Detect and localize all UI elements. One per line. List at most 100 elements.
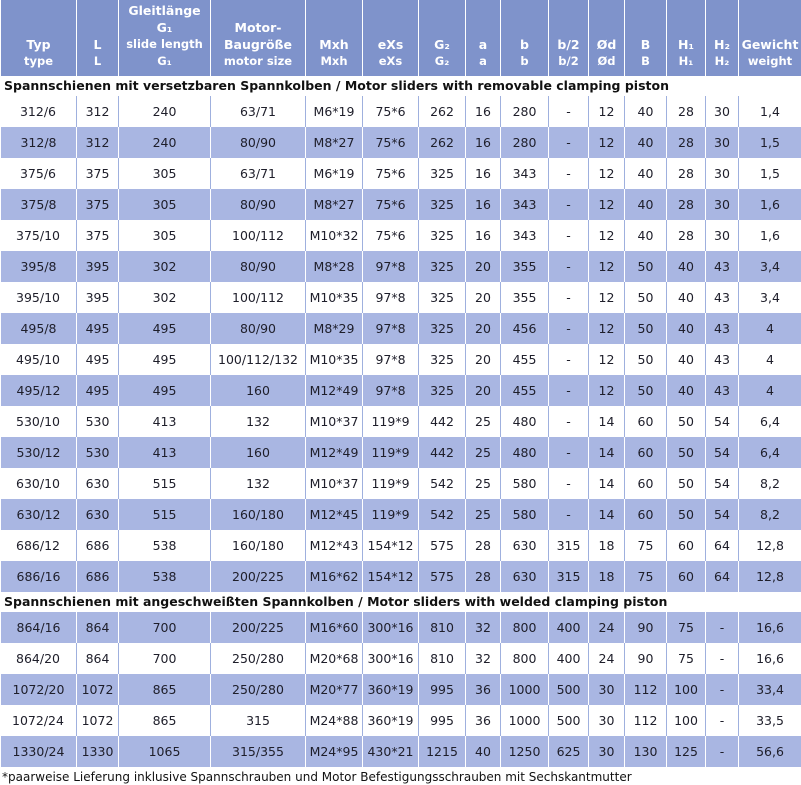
table-cell: 50 [624,375,666,406]
table-row: 530/12 530 413 160 M12*49 119*9 442 25 480-14 60 5… [0,437,801,468]
table-cell: 12 [588,375,624,406]
table-cell: 75 [666,643,705,674]
table-cell: 18 [588,530,624,561]
table-cell: 60 [624,437,666,468]
table-cell: 325 [418,344,465,375]
table-cell: 60 [624,499,666,530]
table-cell: 500 [548,674,588,705]
table-cell: 995 [418,705,465,736]
table-cell: 54 [705,499,738,530]
table-cell: 413 [118,406,210,437]
table-cell: 395 [76,251,118,282]
table-cell: 80/90 [210,127,305,158]
table-cell: 250/280 [210,643,305,674]
table-cell: 312/8 [0,127,76,158]
table-row: 1072/24 1072 865 315 M24*88 360*19 995 36 1000 50… [0,705,801,736]
table-cell: 375/8 [0,189,76,220]
table-cell: 160 [210,375,305,406]
header-cell: Mxh Mxh [305,0,362,76]
table-row: 864/20 864 700 250/280 M20*68 300*16 810 32 800 4… [0,643,801,674]
table-cell: 75*6 [362,189,418,220]
table-cell: 1330 [76,736,118,767]
table-cell: 302 [118,282,210,313]
table-cell: 413 [118,437,210,468]
header-label: b [520,37,529,52]
table-cell: 97*8 [362,282,418,313]
table-cell: 312/6 [19,104,57,119]
table-cell: 40 [624,189,666,220]
table-cell: 442 [418,406,465,437]
table-cell: 75 [624,561,666,592]
table-row: 630/10 630 515 132 M10*37 119*9 542 25 580-14 60 5… [0,468,801,499]
table-cell: 700 [118,612,210,643]
table-cell: 75*6 [362,158,418,189]
table-cell: 455 [500,344,548,375]
table-cell: 12,8 [738,561,801,592]
table-cell: 63/71 [210,158,305,189]
table-cell: 160/180 [210,499,305,530]
header-label-en: b/2 [558,54,579,68]
table-cell: 400 [548,612,588,643]
table-cell: 456 [500,313,548,344]
table-header: Typ type L L Gleitlänge G₁ slide length G₁ Mot… [0,0,801,76]
table-cell: 30 [588,674,624,705]
table-cell: 43 [705,251,738,282]
table-cell: 28 [465,530,500,561]
table-row: 312/8 312 240 80/90 M8*27 75*6 262 16 280-12 40 28… [0,127,801,158]
table-cell: 1000 [500,705,548,736]
header-cell: H₁ H₁ [666,0,705,76]
table-cell: 4 [738,375,801,406]
table-cell: 1,6 [738,189,801,220]
header-label-en: Ød [597,54,616,68]
table-cell: M10*37 [305,468,362,499]
header-label-en: L [93,54,102,68]
header-label: a [478,37,488,52]
table-cell: 312 [76,96,118,127]
table-cell: 24 [588,612,624,643]
table-cell: 24 [588,643,624,674]
table-cell: M20*68 [305,643,362,674]
table-cell: 32 [465,643,500,674]
table-cell: 60 [666,561,705,592]
table-cell: 325 [418,375,465,406]
table-cell: 864 [76,643,118,674]
header-cell: Gleitlänge G₁ slide length G₁ [118,0,210,76]
table-cell: - [548,375,588,406]
table-cell: 30 [705,189,738,220]
table-cell: 50 [666,499,705,530]
table-cell: 14 [588,406,624,437]
table-cell: 119*9 [362,406,418,437]
table-cell: 442 [418,437,465,468]
table-cell: 3,4 [738,282,801,313]
table-cell: M12*49 [305,437,362,468]
table-cell: 64 [705,561,738,592]
header-label-en: G₂ [434,54,450,68]
table-cell: 12 [588,158,624,189]
table-cell: - [548,220,588,251]
table-cell: M6*19 [305,158,362,189]
table-cell: 63/71 [210,96,305,127]
table-cell: 575 [418,561,465,592]
table-cell: 40 [624,158,666,189]
table-cell: 250/280 [210,674,305,705]
header-cell: Typ type [0,0,76,76]
table-cell: 495 [76,313,118,344]
table-cell: 864 [76,612,118,643]
table-cell: 343 [500,189,548,220]
table-cell: 542 [418,468,465,499]
table-cell: 1072/24 [12,713,64,728]
table-cell: 28 [465,561,500,592]
table-cell: 12 [588,189,624,220]
table-cell: 1,5 [738,158,801,189]
table-cell: 6,4 [738,406,801,437]
table-cell: 75 [624,530,666,561]
table-cell: - [548,158,588,189]
table-cell: 280 [500,127,548,158]
table-cell: 28 [666,189,705,220]
table-cell: 100 [666,674,705,705]
table-cell: 355 [500,282,548,313]
table-cell: 3,4 [738,251,801,282]
table-cell: 125 [666,736,705,767]
table-cell: 686/16 [0,561,76,592]
